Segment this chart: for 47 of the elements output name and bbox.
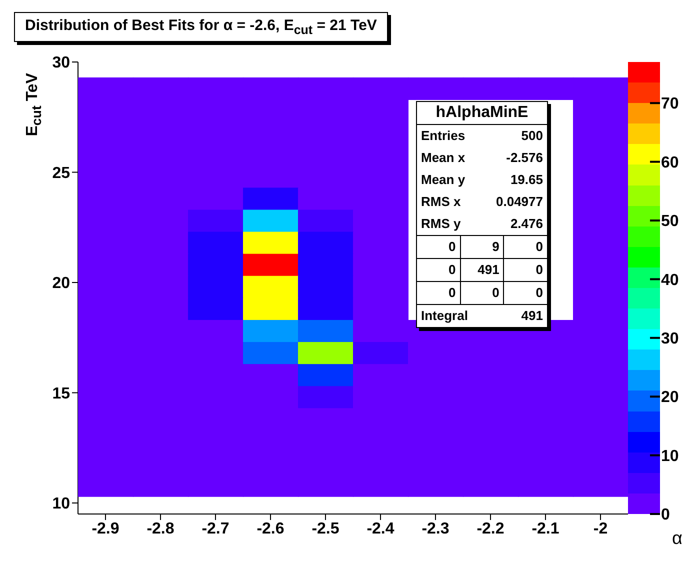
color-bar-label: 10 xyxy=(661,448,679,465)
color-bar-label: 60 xyxy=(661,154,679,172)
x-tick-label: -2.8 xyxy=(146,520,174,538)
annotation: Mean x xyxy=(420,149,466,167)
annotation: 0 xyxy=(447,284,457,302)
chart-title: Distribution of Best Fits for α = -2.6, E$_{cut}$ = 21 TeV xyxy=(14,12,388,42)
x-tick-label: -2 xyxy=(593,520,608,538)
color-bar-label: 0 xyxy=(661,506,670,524)
annotation: Entries xyxy=(420,127,466,145)
y-tick-label: 10 xyxy=(52,496,70,513)
x-tick-label: -2.9 xyxy=(92,520,120,538)
x-tick-label: -2.1 xyxy=(532,520,560,538)
annotation: 500 xyxy=(520,127,544,145)
x-tick-label: -2.6 xyxy=(256,520,284,538)
y-tick-label: 20 xyxy=(52,275,70,292)
y-tick-label: 15 xyxy=(52,385,70,402)
color-bar-label: 30 xyxy=(661,330,679,348)
x-tick-label: -2.2 xyxy=(476,520,504,538)
annotation: Integral xyxy=(420,307,469,325)
color-bar-label: 70 xyxy=(661,96,679,113)
annotation: 0 xyxy=(503,282,548,304)
x-tick-label: -2.4 xyxy=(366,520,394,538)
x-tick-label: -2.3 xyxy=(422,520,450,538)
annotation: RMS y xyxy=(420,215,462,233)
y-tick-label: 25 xyxy=(52,164,70,182)
annotation: 0 xyxy=(503,236,548,258)
annotation: -2.576 xyxy=(505,149,544,167)
color-bar-label: 40 xyxy=(661,272,679,289)
annotation: 0 xyxy=(447,261,457,279)
annotation: 0 xyxy=(460,282,504,304)
annotation: 9 xyxy=(460,236,504,258)
annotation: 491 xyxy=(460,259,504,281)
color-bar-label: 50 xyxy=(661,213,679,230)
y-tick-label: 30 xyxy=(52,54,70,72)
x-axis-title: α xyxy=(672,528,682,549)
x-tick-label: -2.5 xyxy=(312,520,340,538)
annotation: 19.65 xyxy=(509,171,544,189)
color-bar-label: 20 xyxy=(661,389,679,406)
annotation: 2.476 xyxy=(509,215,544,233)
annotation: 491 xyxy=(520,307,544,325)
annotation: Mean y xyxy=(420,171,466,189)
annotation: 0 xyxy=(447,238,457,256)
annotation: hAlphaMinE xyxy=(417,102,547,125)
annotation: 0.04977 xyxy=(495,193,544,211)
annotation: RMS x xyxy=(420,193,462,211)
annotation: 0 xyxy=(503,259,548,281)
x-tick-label: -2.7 xyxy=(202,520,230,538)
